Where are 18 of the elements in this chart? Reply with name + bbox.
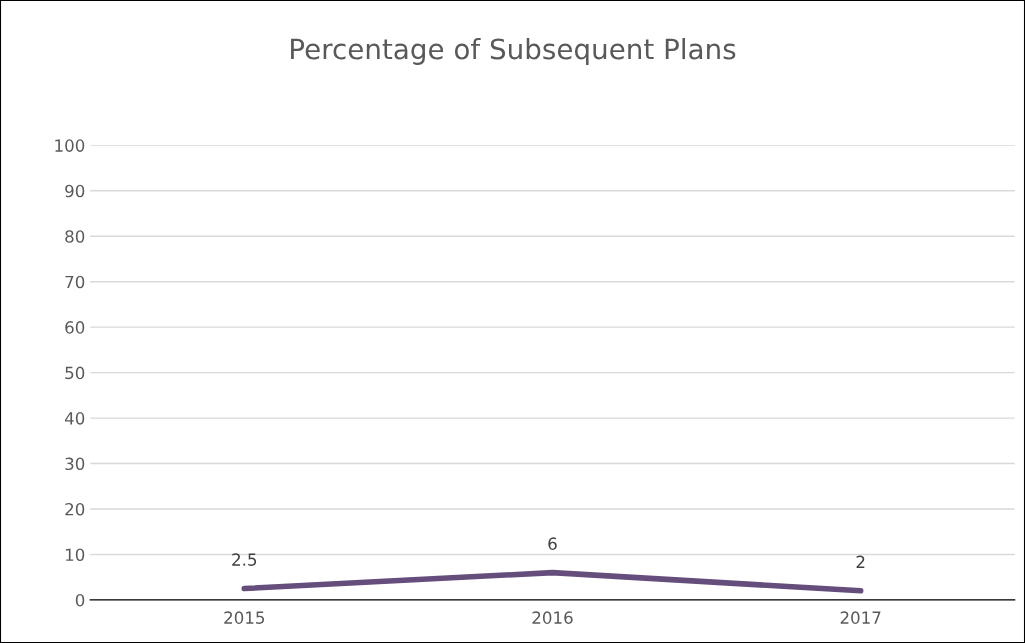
data-label: 2.5 [232,553,257,566]
data-label: 6 [548,537,557,550]
y-tick-label: 70 [65,275,85,289]
y-tick-label: 0 [75,593,85,607]
y-tick-label: 50 [65,366,85,380]
y-tick-label: 40 [64,412,85,425]
y-tick-label: 80 [65,230,85,243]
y-tick-label: 10 [65,548,85,562]
x-tick-label: 2016 [532,611,573,624]
chart-title: Percentage of Subsequent Plans [291,38,736,65]
y-tick-label: 30 [65,457,85,471]
y-tick-label: 20 [65,502,85,516]
x-tick-label: 2017 [840,611,881,624]
y-tick-label: 100 [55,139,85,152]
y-tick-label: 60 [65,321,85,334]
y-tick-label: 90 [65,184,85,198]
data-label: 2 [856,555,865,568]
x-tick-label: 2015 [224,611,265,624]
